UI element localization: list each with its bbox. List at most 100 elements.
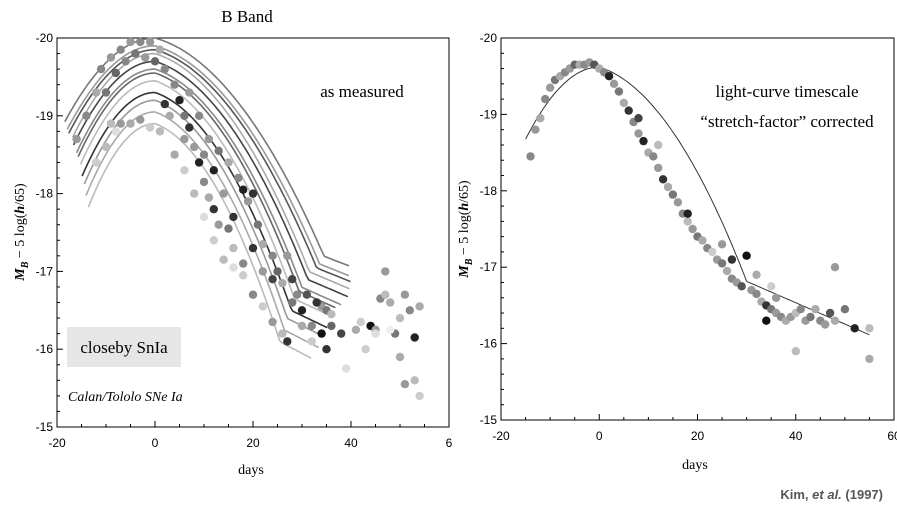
y-tick-label: -18 [36,187,54,201]
data-point [536,114,545,123]
data-point [136,37,145,47]
data-point [268,275,277,284]
right-annotation-line1: light-curve timescale [715,82,858,101]
data-point [317,329,326,338]
data-point [258,302,267,311]
data-point [209,236,218,245]
data-point [614,87,624,96]
data-point [742,251,751,260]
data-point [268,251,277,260]
data-point [531,125,540,134]
y-tick-label: -17 [480,260,498,274]
y-tick-label: -15 [480,413,498,427]
data-point [106,53,116,62]
data-point [307,337,316,346]
data-point [209,166,218,175]
data-point [634,114,643,123]
data-point [204,134,214,144]
data-point [386,325,395,334]
data-point [253,220,263,229]
data-point [796,305,805,314]
data-point [663,182,673,192]
data-point [341,364,351,373]
y-tick-label: -16 [480,337,498,351]
data-point [258,240,267,249]
data-point [371,329,380,338]
data-point [717,240,727,249]
data-point [229,212,238,222]
y-tick-label: -17 [36,264,54,278]
data-point [180,134,189,144]
data-point [405,306,414,315]
data-point [150,57,160,66]
data-point [190,189,199,198]
x-tick-label: -20 [48,436,66,450]
data-point [101,142,111,152]
data-point [248,290,258,299]
left-data-points [72,37,424,401]
data-point [865,324,874,333]
data-point [224,224,233,233]
data-point [268,317,277,327]
data-point [386,298,395,307]
right-x-axis-label: days [682,458,708,473]
data-point [850,324,859,333]
left-closeby-box [67,327,181,367]
data-point [239,271,248,280]
data-point [278,278,287,288]
data-point [312,298,321,307]
data-point [111,127,121,136]
data-point [708,247,717,257]
data-point [727,255,737,264]
data-point [327,321,336,331]
data-point [160,64,169,74]
data-point [717,259,727,268]
data-point [92,88,101,97]
data-point [683,217,692,226]
data-point [609,79,619,89]
data-point [865,354,874,364]
data-point [145,123,155,132]
data-point [273,267,282,276]
y-tick-label: -20 [480,31,498,45]
data-point [830,263,840,272]
data-point [96,64,106,74]
data-point [771,293,781,302]
data-point [239,259,248,268]
data-point [673,198,683,207]
data-point [302,290,312,299]
data-point [791,347,800,356]
data-point [604,72,614,81]
data-point [219,189,228,198]
left-closeby-label: closeby SnIa [80,338,168,357]
data-point [327,310,336,319]
data-point [72,134,81,144]
left-x-axis-label: days [238,463,264,478]
data-point [297,321,307,331]
data-point [116,119,125,128]
data-point [141,53,150,62]
y-tick-label: -16 [36,342,54,356]
right-axes: -20 0 20 40 60 -20 -19 -18 -17 -16 -15 [480,31,897,443]
right-chart-panel: -20 0 20 40 60 -20 -19 -18 -17 -16 -15 light-curve… [457,31,897,473]
data-point [821,320,830,329]
data-point [361,345,370,354]
data-point [283,251,292,260]
data-point [131,49,140,58]
data-point [654,140,663,150]
y-tick-label: -20 [36,31,54,45]
data-point [204,193,214,202]
data-point [698,236,707,245]
data-point [209,205,218,214]
data-point [248,243,258,253]
data-point [634,129,643,138]
data-point [194,158,204,167]
x-tick-label: 0 [152,436,159,450]
data-point [288,298,297,307]
data-point [639,136,648,146]
data-point [229,263,238,272]
data-point [337,329,346,338]
left-y-axis-label: MB − 5 log(h/65) [13,183,31,282]
data-point [121,57,130,66]
data-point [825,308,835,318]
